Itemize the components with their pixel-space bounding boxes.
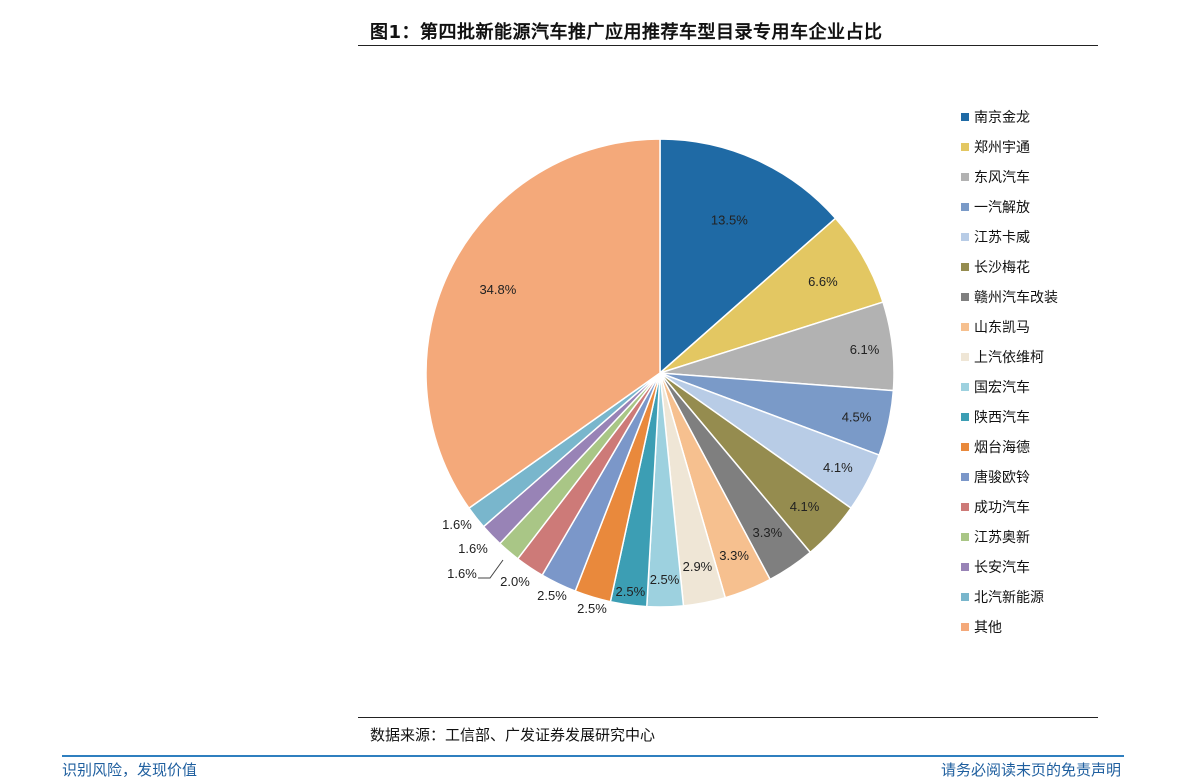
chart-legend: 南京金龙郑州宇通东风汽车一汽解放江苏卡威长沙梅花赣州汽车改装山东凯马上汽依维柯国… <box>961 110 1058 636</box>
slice-label-6: 4.1% <box>790 499 820 514</box>
legend-swatch-11 <box>961 413 969 421</box>
legend-swatch-4 <box>961 203 969 211</box>
legend-label-3: 东风汽车 <box>974 169 1030 186</box>
legend-swatch-3 <box>961 173 969 181</box>
slice-label-14: 2.0% <box>500 574 530 589</box>
slice-label-15: 1.6% <box>447 566 477 581</box>
slice-label-10: 2.5% <box>650 572 680 587</box>
pie-slice-1 <box>659 138 837 375</box>
slice-label-4: 4.5% <box>842 409 872 424</box>
legend-label-5: 江苏卡威 <box>974 230 1030 246</box>
legend-swatch-15 <box>961 533 969 541</box>
legend-swatch-17 <box>961 593 969 601</box>
legend-swatch-12 <box>961 443 969 451</box>
pie-slices <box>425 138 895 608</box>
slice-label-9: 2.9% <box>683 559 713 574</box>
footer-slogan: 识别风险，发现价值 <box>62 761 198 779</box>
slice-label-17: 1.6% <box>442 517 472 532</box>
slice-label-13: 2.5% <box>537 588 567 603</box>
legend-label-11: 陕西汽车 <box>974 409 1030 426</box>
slice-label-16: 1.6% <box>458 541 488 556</box>
slice-label-12: 2.5% <box>577 601 607 616</box>
footer-disclaimer: 请务必阅读末页的免责声明 <box>940 761 1121 779</box>
legend-label-12: 烟台海德 <box>974 440 1030 456</box>
legend-label-2: 郑州宇通 <box>974 140 1030 156</box>
slice-label-18: 34.8% <box>479 282 516 297</box>
legend-label-17: 北汽新能源 <box>974 590 1044 606</box>
slice-label-5: 4.1% <box>823 460 853 475</box>
legend-swatch-9 <box>961 353 969 361</box>
legend-swatch-8 <box>961 323 969 331</box>
legend-label-8: 山东凯马 <box>974 320 1030 336</box>
legend-label-4: 一汽解放 <box>974 200 1030 216</box>
slice-label-8: 3.3% <box>719 548 749 563</box>
title-divider <box>358 45 1098 46</box>
legend-swatch-6 <box>961 263 969 271</box>
legend-label-14: 成功汽车 <box>974 499 1030 516</box>
pie-labels: 13.5%6.6%6.1%4.5%4.1%4.1%3.3%3.3%2.9%2.5… <box>442 212 880 616</box>
chart-title: 图1：第四批新能源汽车推广应用推荐车型目录专用车企业占比 <box>370 22 883 43</box>
legend-label-15: 江苏奥新 <box>974 529 1030 546</box>
legend-swatch-13 <box>961 473 969 481</box>
slice-label-3: 6.1% <box>850 342 880 357</box>
legend-label-13: 唐骏欧铃 <box>974 469 1030 486</box>
legend-swatch-7 <box>961 293 969 301</box>
label-leader-line <box>478 559 504 579</box>
legend-label-1: 南京金龙 <box>974 110 1030 126</box>
legend-label-9: 上汽依维柯 <box>974 350 1044 366</box>
footer-divider <box>62 755 1124 757</box>
legend-swatch-1 <box>961 113 969 121</box>
legend-label-6: 长沙梅花 <box>974 260 1030 276</box>
legend-label-7: 赣州汽车改装 <box>974 289 1058 306</box>
source-divider <box>358 717 1098 718</box>
source-note: 数据来源：工信部、广发证券发展研究中心 <box>370 726 656 744</box>
slice-label-1: 13.5% <box>711 212 748 227</box>
legend-label-16: 长安汽车 <box>974 559 1030 576</box>
slice-label-11: 2.5% <box>616 584 646 599</box>
legend-swatch-18 <box>961 623 969 631</box>
legend-swatch-10 <box>961 383 969 391</box>
legend-swatch-14 <box>961 503 969 511</box>
legend-label-18: 其他 <box>974 620 1002 636</box>
slice-label-7: 3.3% <box>753 525 783 540</box>
legend-label-10: 国宏汽车 <box>974 379 1030 396</box>
legend-swatch-16 <box>961 563 969 571</box>
legend-swatch-2 <box>961 143 969 151</box>
pie-slice-18 <box>425 138 661 510</box>
legend-swatch-5 <box>961 233 969 241</box>
slice-label-2: 6.6% <box>808 274 838 289</box>
